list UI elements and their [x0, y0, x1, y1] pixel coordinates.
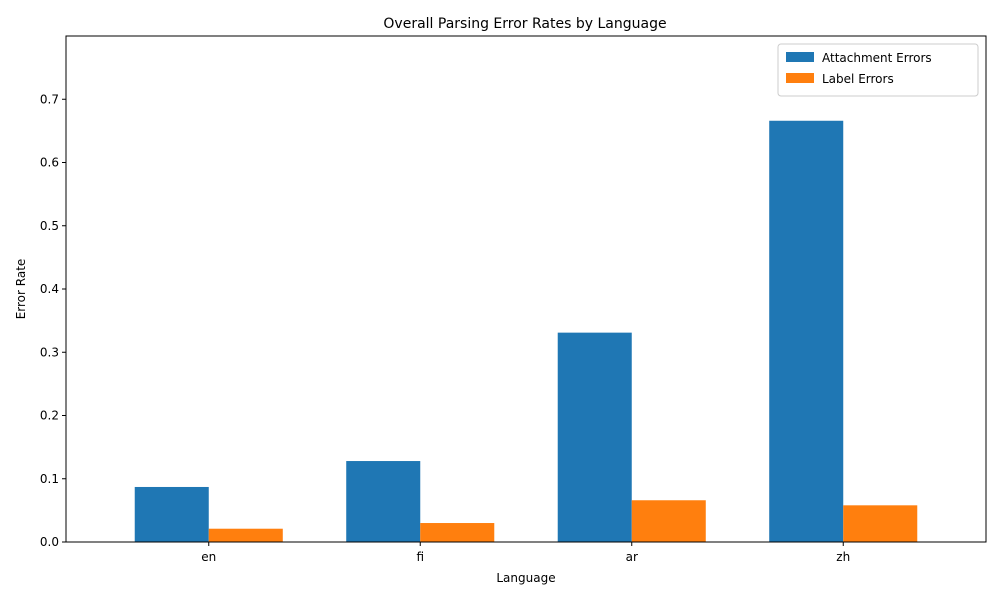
- y-tick-label: 0.5: [40, 219, 59, 233]
- x-tick-label-ar: ar: [626, 550, 638, 564]
- x-axis-label: Language: [496, 571, 555, 585]
- bar-attachment-fi: [346, 461, 421, 542]
- bar-attachment-ar: [557, 332, 632, 542]
- y-tick-label: 0.3: [40, 345, 59, 359]
- bars: [134, 120, 918, 542]
- bar-label-en: [208, 528, 283, 542]
- y-tick-label: 0.4: [40, 282, 59, 296]
- bar-label-zh: [843, 505, 918, 542]
- y-tick-label: 0.7: [40, 92, 59, 106]
- legend: Attachment Errors Label Errors: [777, 43, 979, 97]
- legend-label: Label Errors: [822, 72, 894, 86]
- bar-attachment-zh: [769, 120, 844, 542]
- legend-box: [777, 43, 979, 97]
- y-axis-label: Error Rate: [14, 259, 28, 320]
- chart-title: Overall Parsing Error Rates by Language: [383, 16, 666, 32]
- x-tick-label-fi: fi: [416, 550, 424, 564]
- legend-label: Attachment Errors: [822, 51, 932, 65]
- plot-frame: [65, 35, 987, 543]
- legend-swatch: [786, 73, 814, 83]
- y-tick-label: 0.1: [40, 472, 59, 486]
- bar-label-ar: [631, 500, 706, 542]
- x-tick-label-en: en: [201, 550, 216, 564]
- y-tick-label: 0.2: [40, 409, 59, 423]
- x-axis: en fi ar zh: [201, 542, 850, 564]
- bar-label-fi: [420, 523, 495, 542]
- y-tick-label: 0.0: [40, 535, 59, 549]
- y-tick-label: 0.6: [40, 156, 59, 170]
- bar-attachment-en: [134, 486, 209, 542]
- y-axis: 0.0 0.1 0.2 0.3 0.4 0.5 0.6 0.7: [40, 92, 66, 549]
- legend-swatch: [786, 52, 814, 62]
- x-tick-label-zh: zh: [836, 550, 850, 564]
